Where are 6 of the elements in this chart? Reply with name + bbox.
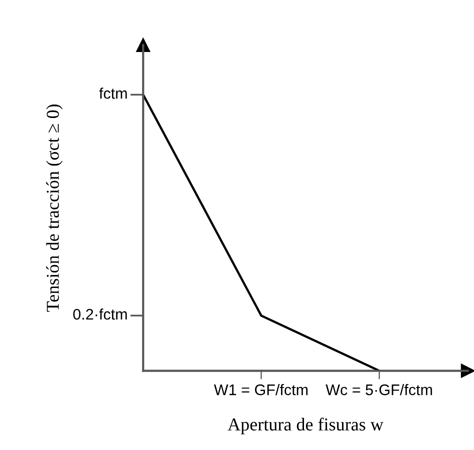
text: fctm [99, 88, 127, 99]
x-axis-title: Apertura de fisuras w [228, 418, 384, 434]
text: 0.2·fctm [73, 308, 127, 320]
y-axis-title: Tensión de tracción (σct ≥ 0) [46, 104, 63, 312]
x-tick-label: W1 = GF/fctm [214, 384, 308, 396]
x-tick-label: Wc = 5·GF/fctm [326, 384, 432, 396]
